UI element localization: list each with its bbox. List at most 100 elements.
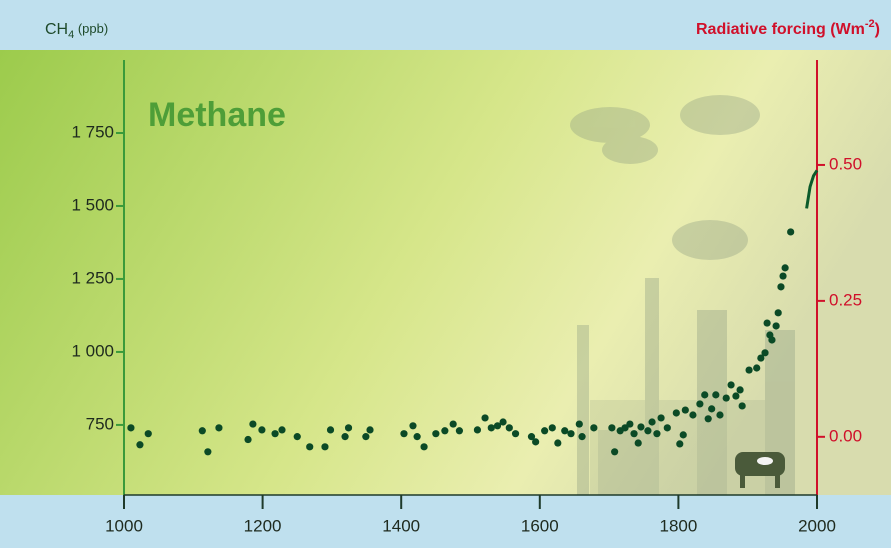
data-point — [663, 424, 671, 432]
data-point — [611, 448, 619, 456]
data-point — [727, 381, 735, 389]
data-point — [738, 402, 746, 410]
data-point — [696, 400, 704, 408]
data-point — [271, 430, 279, 438]
data-point — [672, 409, 680, 417]
data-point — [505, 424, 513, 432]
y2-label-text: Radiative forcing (Wm — [696, 21, 865, 38]
data-point — [473, 426, 482, 434]
data-point — [648, 418, 656, 426]
data-point — [704, 415, 712, 423]
data-point — [548, 424, 556, 432]
data-point — [736, 386, 744, 394]
data-point — [676, 440, 684, 448]
data-point — [787, 228, 795, 236]
y-label-unit: (ppb) — [74, 21, 108, 36]
data-point — [362, 433, 370, 441]
data-point — [249, 420, 257, 428]
data-point — [626, 420, 634, 428]
data-point — [745, 366, 753, 374]
data-point — [532, 438, 540, 446]
data-point — [763, 319, 771, 327]
data-point — [712, 391, 720, 399]
data-point — [774, 309, 782, 317]
y2-tick-label: 0.50 — [829, 154, 862, 173]
y-tick-label: 1 250 — [71, 268, 114, 287]
data-point — [777, 283, 785, 291]
x-tick-label: 2000 — [798, 516, 836, 535]
data-point — [258, 426, 266, 434]
data-point — [781, 264, 789, 272]
data-point — [493, 422, 502, 430]
data-point — [621, 424, 629, 432]
x-tick-label: 1000 — [105, 516, 143, 535]
y-tick-label: 1 500 — [71, 195, 114, 214]
data-point — [608, 424, 616, 432]
data-point — [420, 443, 428, 451]
data-point — [554, 439, 562, 447]
data-point — [708, 405, 716, 413]
data-point — [136, 441, 144, 449]
data-point — [481, 414, 489, 422]
data-point — [278, 426, 286, 434]
data-point — [449, 420, 457, 428]
data-point — [590, 424, 598, 432]
data-point — [722, 394, 730, 402]
plot-background — [0, 50, 891, 495]
data-point — [306, 443, 314, 451]
data-point — [657, 414, 665, 422]
x-tick-label: 1600 — [521, 516, 559, 535]
y-label-text: CH — [45, 21, 68, 38]
data-point — [541, 427, 549, 435]
y2-axis-label: Radiative forcing (Wm-2) — [696, 18, 880, 38]
data-point — [204, 448, 212, 456]
data-point — [366, 426, 374, 434]
data-point — [198, 427, 206, 435]
x-tick-label: 1200 — [244, 516, 282, 535]
y-tick-label: 1 000 — [71, 341, 114, 360]
data-point — [634, 439, 642, 447]
data-point — [575, 420, 583, 428]
data-point — [499, 418, 507, 426]
y2-tick-label: 0.25 — [829, 290, 862, 309]
data-point — [321, 443, 329, 451]
y-tick-label: 1 750 — [71, 122, 114, 141]
data-point — [409, 422, 417, 430]
y2-tick-label: 0.00 — [829, 426, 862, 445]
y-label-sub: 4 — [68, 29, 74, 41]
cow — [735, 452, 785, 488]
data-point — [768, 336, 776, 344]
y2-label-end: ) — [875, 21, 880, 38]
data-point — [326, 426, 335, 434]
data-point — [344, 424, 353, 432]
data-point — [455, 427, 464, 435]
data-point — [127, 424, 135, 432]
data-point — [679, 431, 687, 439]
data-point — [772, 322, 780, 330]
data-point — [487, 424, 495, 432]
chart-title: Methane — [148, 96, 286, 134]
data-point — [341, 433, 349, 441]
data-point — [215, 424, 223, 432]
forcing-line — [805, 169, 819, 209]
data-point — [761, 349, 769, 357]
y-tick-label: 750 — [86, 414, 114, 433]
data-point — [681, 406, 689, 414]
data-point — [689, 411, 697, 419]
data-point — [432, 430, 440, 438]
y-axis-label: CH4 (ppb) — [45, 21, 108, 41]
data-point — [701, 391, 709, 399]
data-point — [511, 430, 520, 438]
data-point — [753, 364, 761, 372]
data-point — [757, 354, 765, 362]
x-tick-label: 1400 — [382, 516, 420, 535]
data-point — [293, 433, 301, 441]
x-tick-label: 1800 — [659, 516, 697, 535]
data-point — [732, 392, 740, 400]
y2-label-sup: -2 — [865, 18, 875, 30]
data-point — [527, 433, 536, 441]
data-point — [716, 411, 724, 419]
data-point — [653, 430, 661, 438]
data-point — [561, 427, 569, 435]
data-point — [413, 433, 421, 441]
